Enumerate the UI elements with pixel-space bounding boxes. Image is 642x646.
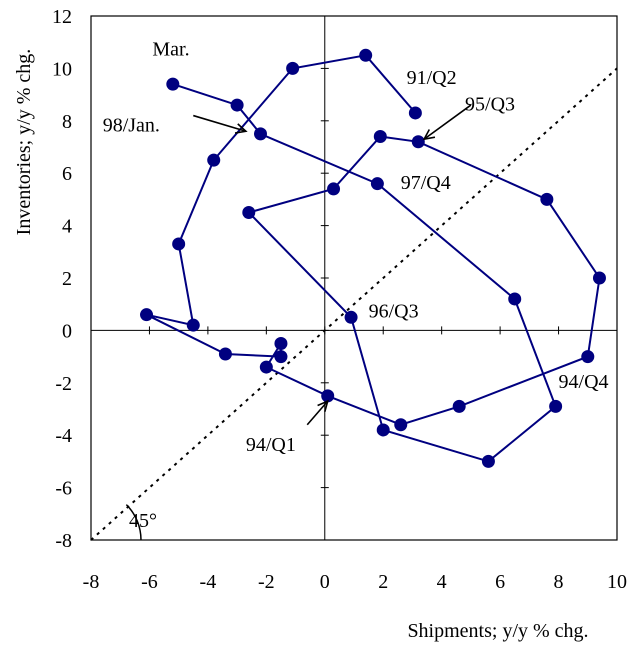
data-point: [207, 153, 221, 167]
y-tick-label: -8: [55, 530, 72, 552]
y-tick-label: 6: [62, 163, 72, 185]
y-tick-label: 10: [52, 58, 72, 80]
data-point: [327, 182, 341, 196]
y-tick-label: 4: [62, 216, 72, 238]
data-point: [376, 423, 390, 437]
annotation-label: 98/Jan.: [103, 114, 160, 136]
data-point: [230, 98, 244, 112]
angle-arc: [125, 504, 142, 541]
arrow-98-jan: [193, 114, 247, 133]
data-point: [549, 399, 563, 413]
data-point: [452, 399, 466, 413]
data-point: [581, 350, 595, 364]
annotation-label: 97/Q4: [401, 172, 451, 194]
plot-border: [90, 15, 618, 541]
annotation-label: 94/Q4: [559, 371, 609, 393]
y-tick-label: 8: [62, 111, 72, 133]
x-tick-label: 2: [378, 571, 388, 593]
x-tick-label: 4: [437, 571, 447, 593]
annotation-label: 91/Q2: [407, 67, 457, 89]
annotation-label: 95/Q3: [465, 93, 515, 115]
arrow-94-q1-head: [317, 399, 329, 412]
data-point: [321, 389, 335, 403]
x-tick-label: -8: [83, 571, 100, 593]
y-tick-label: 2: [62, 268, 72, 290]
x-tick-label: -2: [258, 571, 275, 593]
x-axis-title: Shipments; y/y % chg.: [407, 620, 588, 642]
data-point: [186, 318, 200, 332]
arrow-98-jan-head: [234, 123, 248, 134]
x-tick-label: 8: [554, 571, 564, 593]
data-point: [508, 292, 522, 306]
y-tick-label: -2: [55, 373, 72, 395]
data-point: [286, 61, 300, 75]
y-axis-title: Inventories; y/y % chg.: [13, 49, 35, 236]
data-point: [481, 454, 495, 468]
x-tick-label: -4: [200, 571, 217, 593]
y-tick-label: 12: [52, 6, 72, 28]
data-point: [344, 310, 358, 324]
data-point: [259, 360, 273, 374]
data-point: [140, 308, 154, 322]
reference-line-45: [90, 67, 618, 541]
arrow-95-q3-head: [422, 129, 436, 141]
data-point: [172, 237, 186, 251]
y-tick-label: -4: [55, 425, 72, 447]
x-tick-label: -6: [141, 571, 158, 593]
y-tick-label: -6: [55, 478, 72, 500]
data-point: [592, 271, 606, 285]
annotation-label: 94/Q1: [246, 434, 296, 456]
arrow-95-q3: [423, 104, 472, 140]
annotation-label: 45°: [129, 510, 157, 532]
arrow-94-q1: [306, 400, 329, 426]
x-tick-label: 0: [320, 571, 330, 593]
data-point: [166, 77, 180, 91]
data-point: [253, 127, 267, 141]
annotation-label: 96/Q3: [369, 300, 419, 322]
data-point: [242, 206, 256, 219]
data-point: [274, 337, 288, 350]
data-point: [411, 135, 425, 149]
y-tick-label: 0: [62, 320, 72, 342]
data-point: [274, 350, 288, 364]
series-line: [146, 54, 601, 463]
data-point: [394, 418, 408, 432]
data-point: [408, 106, 422, 120]
x-tick-label: 6: [495, 571, 505, 593]
data-point: [370, 177, 384, 191]
data-point: [359, 48, 373, 62]
x-tick-label: 10: [607, 571, 627, 593]
data-point: [373, 130, 387, 144]
annotation-label: Mar.: [152, 38, 189, 60]
data-point: [218, 347, 232, 361]
data-point: [540, 192, 554, 206]
